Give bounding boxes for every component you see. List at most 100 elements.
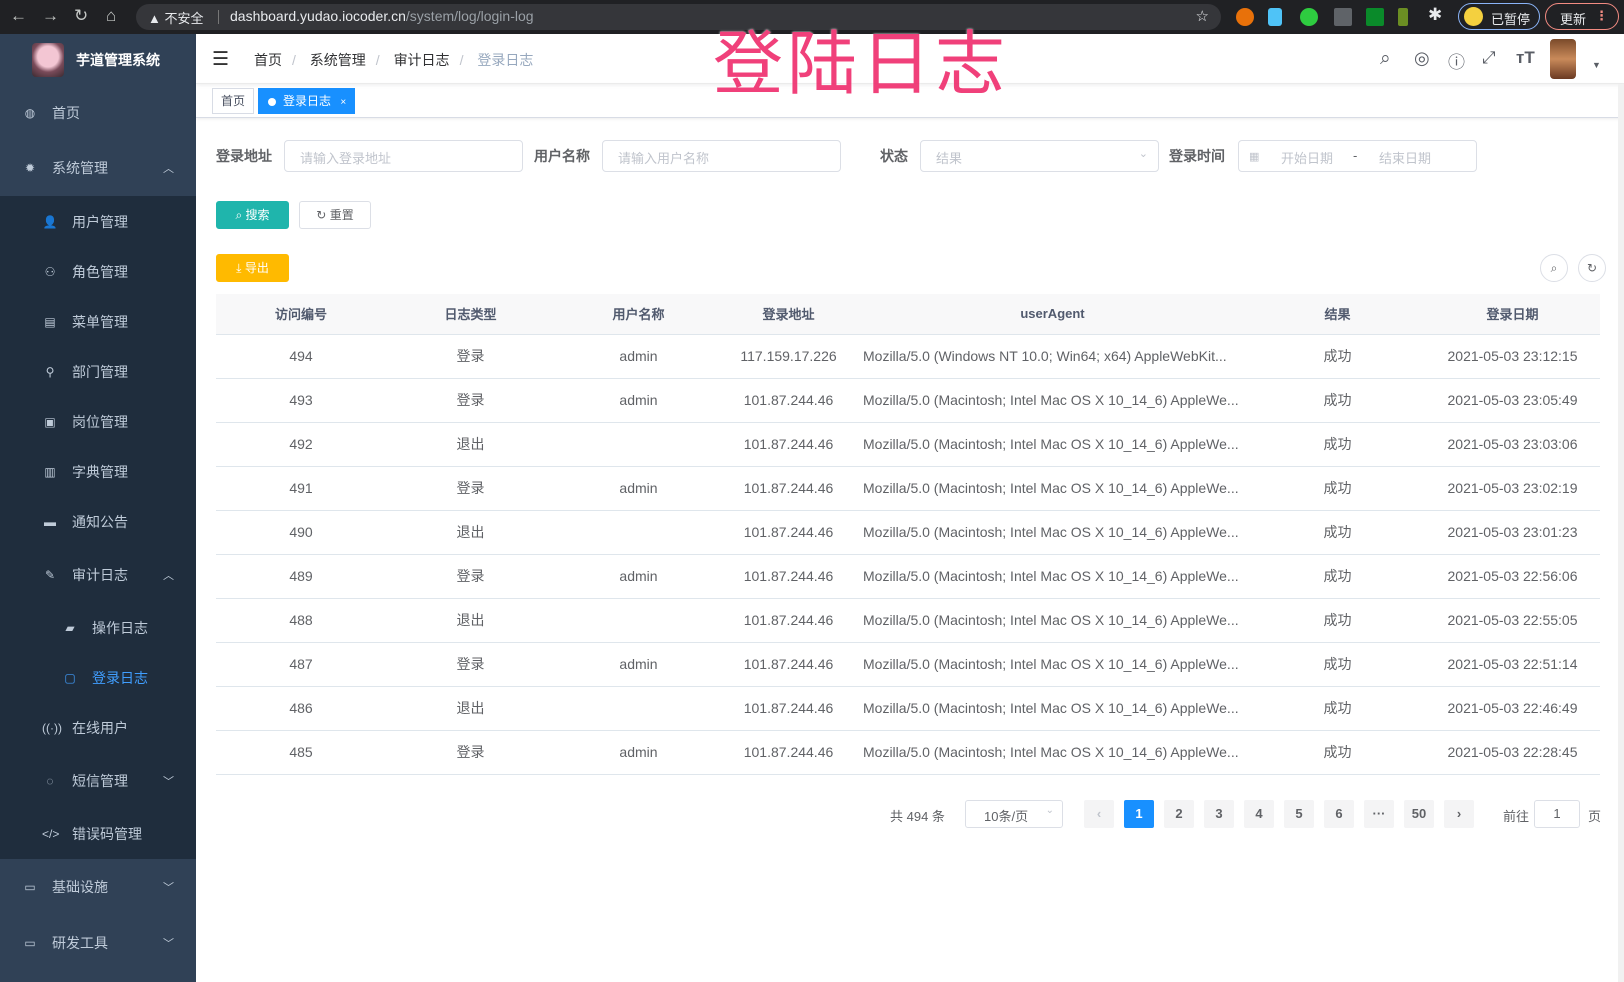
table-row[interactable]: 493 登录 admin 101.87.244.46 Mozilla/5.0 (Maci…	[216, 378, 1600, 423]
toggle-search-button[interactable]: ⌕	[1540, 254, 1568, 282]
close-icon[interactable]: ×	[340, 97, 347, 108]
extension-icon[interactable]	[1366, 8, 1384, 26]
sidebar-item[interactable]: ((·)) 在线用户	[0, 703, 196, 753]
sidebar-item[interactable]: ⚲ 部门管理	[0, 347, 196, 397]
sidebar-item[interactable]: ▬ 通知公告	[0, 497, 196, 547]
home-icon[interactable]: ⌂	[106, 6, 117, 25]
tag-home[interactable]: 首页	[212, 88, 255, 114]
table-row[interactable]: 490 退出 101.87.244.46 Mozilla/5.0 (Macintosh…	[216, 510, 1600, 555]
column-header[interactable]: 日志类型	[386, 294, 555, 335]
security-warning[interactable]: ▲ 不安全	[148, 11, 204, 26]
column-header[interactable]: userAgent	[855, 294, 1250, 335]
sidebar-item[interactable]: 👤 用户管理	[0, 197, 196, 247]
table-cell: 登录	[386, 642, 555, 687]
column-header[interactable]: 结果	[1250, 294, 1425, 335]
page-size-select[interactable]: 10条/页 ⌄	[965, 800, 1063, 828]
fullscreen-icon[interactable]: ⤢	[1482, 48, 1496, 67]
sidebar-item[interactable]: ▢ 登录日志	[0, 653, 196, 703]
table-row[interactable]: 492 退出 101.87.244.46 Mozilla/5.0 (Macintosh…	[216, 422, 1600, 467]
table-cell: admin	[555, 334, 722, 379]
export-button[interactable]: ⤓ 导出	[216, 254, 289, 282]
scrollbar[interactable]	[1618, 84, 1624, 982]
start-date-input[interactable]: 开始日期	[1281, 151, 1334, 166]
extension-icon[interactable]	[1300, 8, 1318, 26]
sidebar-item[interactable]: ✹ 系统管理 ︿	[0, 143, 196, 193]
sidebar-item[interactable]: ▣ 岗位管理	[0, 397, 196, 447]
url-text[interactable]: dashboard.yudao.iocoder.cn/system/log/lo…	[230, 8, 534, 24]
page-button[interactable]: 3	[1204, 800, 1234, 828]
sidebar-item[interactable]: ▭ 研发工具 ﹀	[0, 918, 196, 968]
page-button[interactable]: 6	[1324, 800, 1354, 828]
table-row[interactable]: 486 退出 101.87.244.46 Mozilla/5.0 (Macintosh…	[216, 686, 1600, 731]
font-size-icon[interactable]: ᴛT	[1516, 48, 1535, 67]
username-input[interactable]: 请输入用户名称	[602, 140, 841, 172]
table-row[interactable]: 489 登录 admin 101.87.244.46 Mozilla/5.0 (Maci…	[216, 554, 1600, 599]
reset-button[interactable]: ↻ 重置	[299, 201, 371, 229]
end-date-input[interactable]: 结束日期	[1379, 151, 1432, 166]
sidebar-item[interactable]: ◌ 短信管理 ﹀	[0, 756, 196, 806]
table-cell: 101.87.244.46	[722, 730, 855, 775]
caret-down-icon[interactable]: ▼	[1592, 60, 1601, 70]
hamburger-icon[interactable]: ☰	[212, 49, 230, 70]
github-icon[interactable]: ◎	[1414, 48, 1430, 68]
breadcrumb-item[interactable]: 系统管理	[309, 52, 366, 68]
table-row[interactable]: 491 登录 admin 101.87.244.46 Mozilla/5.0 (Maci…	[216, 466, 1600, 511]
address-bar[interactable]: ▲ 不安全 dashboard.yudao.iocoder.cn/system/…	[136, 4, 1221, 30]
table-header: 访问编号 日志类型 用户名称 登录地址 userAgent 结果 登录日期	[216, 294, 1600, 335]
date-range-picker[interactable]: ▦ 开始日期 - 结束日期	[1238, 140, 1477, 172]
table-cell: 491	[216, 466, 386, 511]
status-select[interactable]: 结果 ⌄	[920, 140, 1159, 172]
extension-icon[interactable]	[1398, 8, 1408, 26]
sidebar-item[interactable]: ⚇ 角色管理	[0, 247, 196, 297]
extension-icon[interactable]	[1236, 8, 1254, 26]
sidebar-item[interactable]: ▤ 菜单管理	[0, 297, 196, 347]
avatar[interactable]	[1550, 39, 1576, 79]
search-icon[interactable]: ⌕	[1380, 48, 1391, 69]
column-header[interactable]: 访问编号	[216, 294, 386, 335]
table-cell: 494	[216, 334, 386, 379]
search-button[interactable]: ⌕ 搜索	[216, 201, 289, 229]
sidebar-item[interactable]: ✎ 审计日志 ︿	[0, 550, 196, 600]
next-page-button[interactable]: ›	[1444, 800, 1474, 828]
sidebar-item[interactable]: ▰ 操作日志	[0, 603, 196, 653]
goto-page-input[interactable]: 1	[1534, 800, 1580, 828]
breadcrumb-item[interactable]: 审计日志	[393, 52, 450, 68]
sidebar-item[interactable]: ▭ 基础设施 ﹀	[0, 862, 196, 912]
page-button[interactable]: 4	[1244, 800, 1274, 828]
profile-paused-button[interactable]: 已暂停	[1458, 3, 1540, 30]
page-button[interactable]: 5	[1284, 800, 1314, 828]
gear-icon: ✹	[24, 161, 36, 175]
forward-icon[interactable]: →	[42, 6, 59, 25]
column-header[interactable]: 用户名称	[555, 294, 722, 335]
divider	[218, 10, 219, 24]
sidebar-item[interactable]: </> 错误码管理	[0, 809, 196, 859]
page-button[interactable]: 2	[1164, 800, 1194, 828]
pagination: 共 494 条 10条/页 ⌄ ‹ 1 2 3 4 5 6 ··· 50 › 前往 1 页	[0, 800, 1624, 830]
bookmark-star-icon[interactable]: ☆	[1195, 8, 1209, 25]
address-input[interactable]: 请输入登录地址	[284, 140, 523, 172]
more-pages-button[interactable]: ···	[1364, 800, 1394, 828]
question-icon[interactable]: ⓘ	[1448, 53, 1465, 72]
sidebar-item[interactable]: ◍ 首页	[0, 88, 196, 138]
update-button[interactable]: 更新 ⋮	[1545, 3, 1619, 30]
page-button[interactable]: 1	[1124, 800, 1154, 828]
column-header[interactable]: 登录地址	[722, 294, 855, 335]
refresh-button[interactable]: ↻	[1578, 254, 1606, 282]
tag-login-log[interactable]: 登录日志 ×	[258, 88, 356, 114]
table-row[interactable]: 488 退出 101.87.244.46 Mozilla/5.0 (Macintosh…	[216, 598, 1600, 643]
extension-icon[interactable]	[1268, 8, 1282, 26]
table-row[interactable]: 485 登录 admin 101.87.244.46 Mozilla/5.0 (Maci…	[216, 730, 1600, 775]
prev-page-button[interactable]: ‹	[1084, 800, 1114, 828]
chevron-down-icon: ⌄	[1045, 805, 1054, 816]
reload-icon[interactable]: ↻	[74, 6, 89, 25]
extension-icon[interactable]	[1334, 8, 1352, 26]
puzzle-icon[interactable]: ✱	[1428, 5, 1443, 24]
breadcrumb-item[interactable]: 首页	[254, 52, 282, 68]
sidebar-item[interactable]: ▥ 字典管理	[0, 447, 196, 497]
page-button[interactable]: 50	[1404, 800, 1434, 828]
logo[interactable]: 芋道管理系统	[0, 34, 196, 92]
table-row[interactable]: 494 登录 admin 117.159.17.226 Mozilla/5.0 (Win…	[216, 334, 1600, 379]
column-header[interactable]: 登录日期	[1425, 294, 1600, 335]
back-icon[interactable]: ←	[10, 6, 27, 25]
table-row[interactable]: 487 登录 admin 101.87.244.46 Mozilla/5.0 (Maci…	[216, 642, 1600, 687]
